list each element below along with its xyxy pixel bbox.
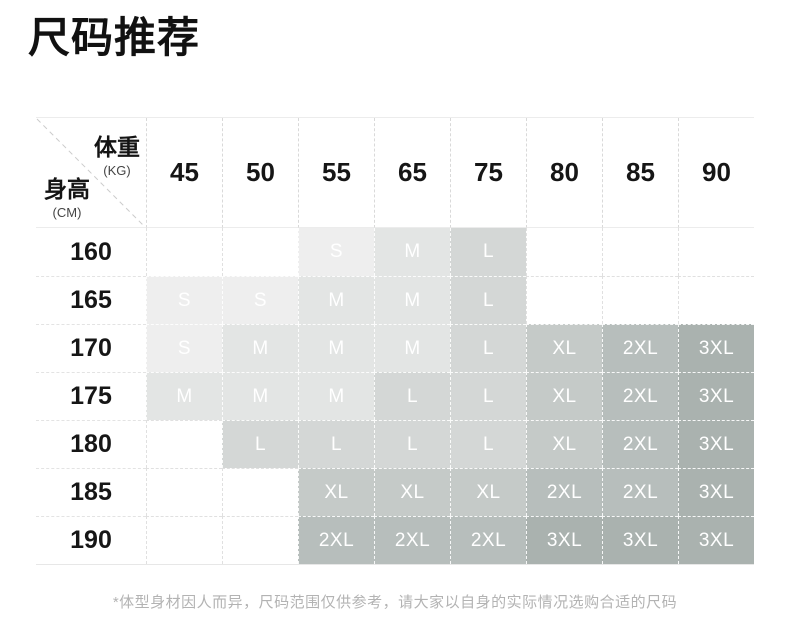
empty-cell-180-45 [146,420,222,468]
size-cell-165-65: M [374,276,450,324]
size-cell-190-85: 3XL [602,516,678,564]
size-cell-165-55: M [298,276,374,324]
size-cell-185-85: 2XL [602,468,678,516]
empty-cell-160-90 [678,228,754,276]
weight-unit-label: (KG) [103,163,131,178]
empty-cell-165-90 [678,276,754,324]
col-header-75: 75 [450,118,526,228]
corner-height-label-group: 身高 (CM) [44,170,90,220]
size-cell-170-85: 2XL [602,324,678,372]
size-cell-185-75: XL [450,468,526,516]
height-unit-label: (CM) [52,205,82,220]
row-header-190: 190 [36,516,146,564]
size-table: 体重 (KG) 身高 (CM) 45 50 55 65 75 80 85 90 160 S M L 16… [36,117,754,565]
size-cell-160-55: S [298,228,374,276]
size-cell-180-65: L [374,420,450,468]
size-cell-185-65: XL [374,468,450,516]
empty-cell-185-45 [146,468,222,516]
diagonal-divider-line [36,118,146,228]
empty-cell-165-85 [602,276,678,324]
size-cell-190-55: 2XL [298,516,374,564]
col-header-90: 90 [678,118,754,228]
empty-cell-160-85 [602,228,678,276]
size-cell-190-90: 3XL [678,516,754,564]
size-cell-175-50: M [222,372,298,420]
size-cell-175-75: L [450,372,526,420]
page-title: 尺码推荐 [28,14,201,61]
size-cell-190-80: 3XL [526,516,602,564]
empty-cell-185-50 [222,468,298,516]
size-cell-175-80: XL [526,372,602,420]
size-cell-165-50: S [222,276,298,324]
row-header-165: 165 [36,276,146,324]
size-cell-170-90: 3XL [678,324,754,372]
size-cell-175-45: M [146,372,222,420]
size-cell-185-55: XL [298,468,374,516]
col-header-50: 50 [222,118,298,228]
size-cell-170-45: S [146,324,222,372]
footnote: *体型身材因人而异，尺码范围仅供参考，请大家以自身的实际情况选购合适的尺码 [112,594,678,611]
col-header-45: 45 [146,118,222,228]
row-header-175: 175 [36,372,146,420]
weight-label: 体重 [94,134,140,160]
empty-cell-160-80 [526,228,602,276]
size-cell-180-75: L [450,420,526,468]
col-header-65: 65 [374,118,450,228]
size-cell-180-90: 3XL [678,420,754,468]
size-cell-170-80: XL [526,324,602,372]
size-cell-160-65: M [374,228,450,276]
size-cell-175-55: M [298,372,374,420]
size-cell-175-85: 2XL [602,372,678,420]
empty-cell-160-45 [146,228,222,276]
size-cell-170-65: M [374,324,450,372]
row-header-160: 160 [70,237,112,266]
size-cell-185-80: 2XL [526,468,602,516]
empty-cell-160-50 [222,228,298,276]
size-cell-170-75: L [450,324,526,372]
col-header-85: 85 [602,118,678,228]
size-cell-170-55: M [298,324,374,372]
col-header-80: 80 [526,118,602,228]
empty-cell-190-50 [222,516,298,564]
size-cell-190-65: 2XL [374,516,450,564]
row-header-180: 180 [36,420,146,468]
size-cell-165-75: L [450,276,526,324]
row-header-185: 185 [36,468,146,516]
table-corner-cell: 体重 (KG) 身高 (CM) [36,118,146,228]
size-cell-180-80: XL [526,420,602,468]
empty-cell-165-80 [526,276,602,324]
size-cell-160-75: L [450,228,526,276]
height-label: 身高 [44,176,90,202]
empty-cell-190-45 [146,516,222,564]
size-cell-180-55: L [298,420,374,468]
size-cell-175-90: 3XL [678,372,754,420]
corner-weight-label-group: 体重 (KG) [94,128,140,178]
size-cell-180-50: L [222,420,298,468]
size-cell-190-75: 2XL [450,516,526,564]
col-header-55: 55 [298,118,374,228]
size-cell-185-90: 3XL [678,468,754,516]
size-cell-175-65: L [374,372,450,420]
size-cell-165-45: S [146,276,222,324]
size-cell-180-85: 2XL [602,420,678,468]
size-cell-170-50: M [222,324,298,372]
row-header-170: 170 [36,324,146,372]
